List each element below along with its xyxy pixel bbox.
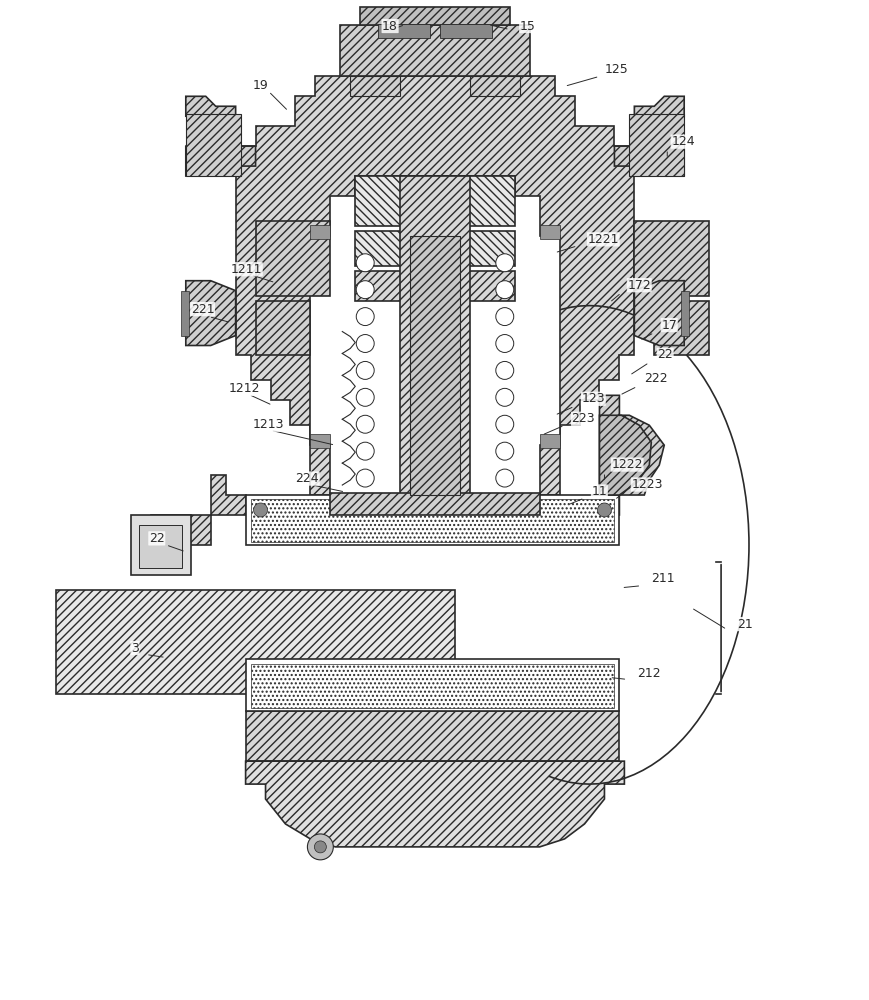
- Bar: [255, 221, 330, 296]
- Bar: [378, 24, 430, 38]
- Circle shape: [356, 442, 375, 460]
- Bar: [654, 301, 709, 355]
- Bar: [634, 221, 709, 296]
- Text: 123: 123: [581, 392, 605, 405]
- Bar: [681, 291, 689, 336]
- Circle shape: [254, 503, 268, 517]
- Bar: [355, 176, 514, 226]
- Circle shape: [356, 388, 375, 406]
- Text: 18: 18: [382, 20, 398, 33]
- Bar: [246, 711, 620, 761]
- Circle shape: [496, 415, 514, 433]
- Circle shape: [496, 388, 514, 406]
- Circle shape: [496, 469, 514, 487]
- Polygon shape: [634, 281, 684, 345]
- Bar: [310, 225, 330, 239]
- Bar: [246, 659, 620, 711]
- Text: 22: 22: [657, 348, 673, 361]
- Text: 19: 19: [253, 79, 269, 92]
- Circle shape: [315, 841, 327, 853]
- Bar: [350, 76, 400, 96]
- Bar: [139, 525, 182, 568]
- Bar: [470, 76, 520, 96]
- Text: 1222: 1222: [612, 458, 643, 471]
- Polygon shape: [600, 395, 664, 515]
- Text: 212: 212: [637, 667, 661, 680]
- Circle shape: [356, 469, 375, 487]
- Bar: [250, 499, 614, 542]
- Bar: [629, 114, 684, 176]
- Text: 124: 124: [671, 135, 695, 148]
- Bar: [440, 24, 492, 38]
- Text: 17: 17: [661, 319, 677, 332]
- Text: 172: 172: [627, 279, 651, 292]
- Polygon shape: [151, 475, 246, 570]
- Text: 222: 222: [644, 372, 668, 385]
- Circle shape: [356, 254, 375, 272]
- Circle shape: [496, 335, 514, 352]
- Polygon shape: [600, 415, 651, 495]
- Circle shape: [496, 254, 514, 272]
- Bar: [355, 271, 514, 301]
- Bar: [310, 434, 330, 448]
- Text: 22: 22: [149, 532, 164, 545]
- Circle shape: [496, 442, 514, 460]
- Polygon shape: [310, 176, 560, 495]
- Text: 1221: 1221: [587, 233, 619, 246]
- Circle shape: [598, 503, 612, 517]
- Bar: [355, 231, 514, 266]
- Text: 15: 15: [520, 20, 535, 33]
- Bar: [131, 515, 191, 575]
- Text: 125: 125: [605, 63, 628, 76]
- Circle shape: [308, 834, 334, 860]
- Polygon shape: [186, 281, 235, 345]
- Circle shape: [356, 361, 375, 379]
- Bar: [400, 176, 470, 495]
- Circle shape: [496, 308, 514, 326]
- Circle shape: [496, 281, 514, 299]
- Bar: [181, 291, 189, 336]
- Text: 211: 211: [651, 572, 675, 585]
- Polygon shape: [235, 76, 634, 495]
- Text: 221: 221: [191, 303, 215, 316]
- Circle shape: [356, 308, 375, 326]
- Text: 224: 224: [295, 472, 319, 485]
- Bar: [341, 25, 530, 76]
- Text: 1212: 1212: [229, 382, 260, 395]
- Polygon shape: [246, 761, 625, 847]
- Text: 1213: 1213: [253, 418, 284, 431]
- Bar: [56, 590, 455, 694]
- Text: 11: 11: [592, 485, 607, 498]
- Bar: [330, 493, 540, 515]
- Bar: [250, 664, 614, 708]
- Bar: [410, 236, 460, 495]
- Text: 21: 21: [737, 618, 753, 631]
- Polygon shape: [186, 96, 255, 176]
- Bar: [246, 495, 620, 545]
- Bar: [361, 7, 510, 25]
- Bar: [540, 225, 560, 239]
- Text: 3: 3: [131, 642, 139, 655]
- Circle shape: [496, 361, 514, 379]
- Polygon shape: [614, 96, 684, 176]
- Bar: [255, 301, 310, 355]
- Bar: [540, 434, 560, 448]
- Text: 223: 223: [572, 412, 595, 425]
- Text: 1211: 1211: [230, 263, 262, 276]
- Circle shape: [356, 335, 375, 352]
- Circle shape: [356, 415, 375, 433]
- Circle shape: [356, 281, 375, 299]
- Bar: [186, 114, 241, 176]
- Text: 1223: 1223: [632, 478, 663, 491]
